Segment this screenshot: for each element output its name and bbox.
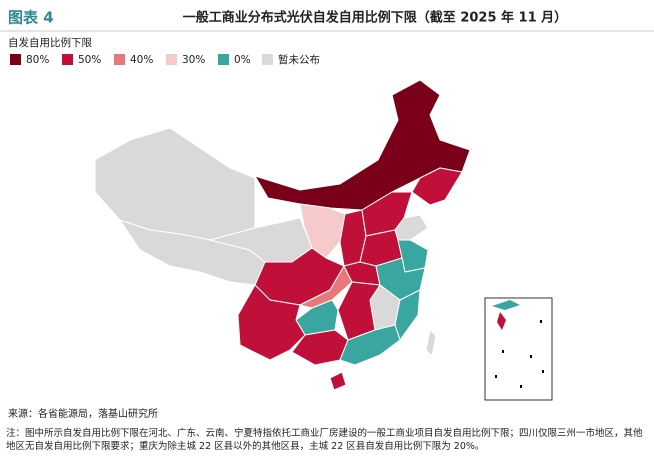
legend-label: 50%: [78, 54, 101, 66]
legend: 80% 50% 40% 30% 0% 暂未公布: [10, 54, 320, 66]
region: [94, 127, 256, 241]
badge: 图表 4: [8, 9, 54, 27]
legend-swatch: [262, 54, 273, 65]
region: [254, 79, 471, 211]
legend-swatch: [218, 54, 229, 65]
legend-label: 40%: [130, 54, 153, 66]
map: [94, 79, 471, 391]
note: 注：图中所示自发自用比例下限在河北、广东、云南、宁夏特指依托工商业厂房建设的一般…: [6, 428, 643, 452]
region: [339, 324, 401, 366]
legend-title: 自发自用比例下限: [8, 36, 92, 49]
region: [237, 284, 306, 361]
region: [299, 203, 346, 259]
legend-swatch: [10, 54, 21, 65]
source: 来源：各省能源局，落基山研究所: [8, 407, 158, 420]
legend-label: 80%: [26, 54, 49, 66]
region: [425, 329, 437, 357]
legend-label: 0%: [234, 54, 251, 66]
legend-label: 30%: [182, 54, 205, 66]
region: [394, 289, 421, 341]
legend-swatch: [166, 54, 177, 65]
note-box: 注：图中所示自发自用比例下限在河北、广东、云南、宁夏特指依托工商业厂房建设的一般…: [6, 428, 643, 452]
title: 一般工商业分布式光伏自发自用比例下限（截至 2025 年 11 月）: [183, 10, 567, 26]
legend-label: 暂未公布: [278, 54, 320, 66]
region: [329, 371, 347, 391]
legend-swatch: [114, 54, 125, 65]
legend-swatch: [62, 54, 73, 65]
inset: [484, 297, 553, 401]
